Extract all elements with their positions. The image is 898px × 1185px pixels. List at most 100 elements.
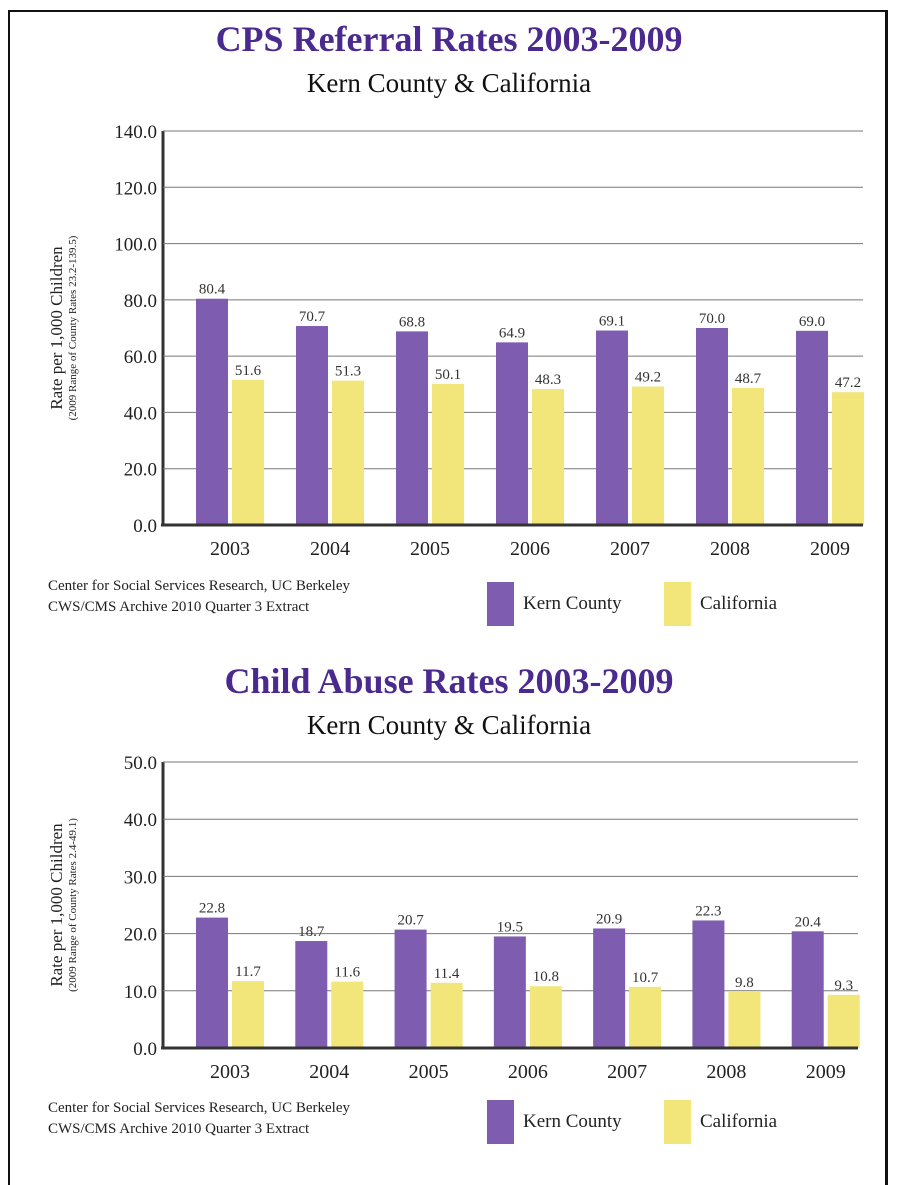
data-label: 19.5 <box>497 919 523 935</box>
y-tick-label: 60.0 <box>124 347 157 368</box>
bar-kern-county <box>296 326 328 525</box>
bar-california <box>331 981 364 1048</box>
y-tick-label: 20.0 <box>124 460 157 481</box>
data-label: 9.8 <box>735 975 754 991</box>
chart-subtitle: Kern County & California <box>306 68 592 98</box>
legend-label: Kern County <box>523 593 622 614</box>
x-tick-label: 2008 <box>710 538 750 560</box>
x-tick-label: 2007 <box>610 538 650 560</box>
x-tick-label: 2009 <box>806 1061 846 1083</box>
legend-label: California <box>700 1111 778 1132</box>
x-tick-label: 2004 <box>309 1061 349 1083</box>
data-label: 50.1 <box>435 367 461 383</box>
y-tick-label: 20.0 <box>124 925 157 946</box>
bar-kern-county <box>791 931 824 1048</box>
bar-california <box>632 386 664 525</box>
y-tick-label: 100.0 <box>114 235 157 256</box>
y-tick-label: 0.0 <box>133 516 157 537</box>
bar-california <box>827 994 860 1048</box>
y-tick-label: 50.0 <box>124 753 157 774</box>
source-line: CWS/CMS Archive 2010 Quarter 3 Extract <box>48 599 310 615</box>
legend-swatch-california <box>664 582 691 626</box>
source-note: Center for Social Services Research, UC … <box>48 576 350 618</box>
x-tick-label: 2003 <box>210 1061 250 1083</box>
bar-kern-county <box>593 928 626 1048</box>
data-label: 51.3 <box>335 364 361 380</box>
data-label: 80.4 <box>199 282 226 298</box>
bar-california <box>432 384 464 525</box>
x-tick-label: 2009 <box>810 538 850 560</box>
data-label: 70.7 <box>299 309 326 325</box>
bar-kern-county <box>196 298 228 525</box>
data-label: 22.8 <box>199 901 225 917</box>
legend-label: Kern County <box>523 1111 622 1132</box>
page-frame <box>8 10 888 1185</box>
chart-title: CPS Referral Rates 2003-2009 <box>215 19 683 59</box>
bar-kern-county <box>493 936 526 1048</box>
y-tick-label: 40.0 <box>124 403 157 424</box>
y-axis-note: (2009 Range of County Rates 23.2-139.5) <box>67 235 79 420</box>
legend-label: California <box>700 593 778 614</box>
legend-kern-county: Kern County <box>487 1100 622 1144</box>
x-tick-label: 2003 <box>210 538 250 560</box>
y-tick-label: 120.0 <box>114 178 157 199</box>
bar-kern-county <box>295 941 328 1048</box>
legend-kern-county: Kern County <box>487 582 622 626</box>
data-label: 70.0 <box>699 311 725 327</box>
x-tick-label: 2006 <box>510 538 550 560</box>
bar-california <box>332 380 364 525</box>
bar-kern-county <box>496 342 528 525</box>
data-label: 11.4 <box>434 966 460 982</box>
data-label: 48.3 <box>535 372 561 388</box>
y-tick-label: 30.0 <box>124 867 157 888</box>
bar-kern-county <box>596 330 628 525</box>
y-tick-label: 10.0 <box>124 982 157 1003</box>
source-line: Center for Social Services Research, UC … <box>48 578 350 594</box>
bar-california <box>629 986 662 1048</box>
data-label: 68.8 <box>399 314 425 330</box>
data-label: 51.6 <box>235 363 262 379</box>
legend-california: California <box>664 1100 777 1144</box>
y-tick-label: 40.0 <box>124 810 157 831</box>
x-tick-label: 2004 <box>310 538 350 560</box>
x-tick-label: 2005 <box>410 538 450 560</box>
y-axis-label: Rate per 1,000 Children <box>47 823 66 987</box>
data-label: 22.3 <box>695 903 721 919</box>
x-tick-label: 2007 <box>607 1061 647 1083</box>
data-label: 49.2 <box>635 370 661 386</box>
chart-plot: 0.0 20.0 40.0 60.0 80.0 100.0 120.0 140.0 80.4 51… <box>47 122 864 560</box>
data-label: 9.3 <box>834 978 853 994</box>
data-label: 20.9 <box>596 911 622 927</box>
data-label: 11.7 <box>235 964 261 980</box>
x-tick-label: 2005 <box>409 1061 449 1083</box>
bar-california <box>529 986 562 1048</box>
bar-california <box>232 981 264 1048</box>
bar-kern-county <box>796 330 828 525</box>
legend-swatch-kern <box>487 1100 514 1144</box>
data-label: 10.8 <box>533 969 559 985</box>
y-axis-label: Rate per 1,000 Children <box>47 246 66 410</box>
y-tick-label: 140.0 <box>114 122 157 143</box>
data-label: 47.2 <box>835 375 861 391</box>
legend-swatch-kern <box>487 582 514 626</box>
x-tick-label: 2008 <box>706 1061 746 1083</box>
bar-california <box>430 982 463 1048</box>
bar-california <box>732 387 764 525</box>
data-label: 11.6 <box>334 965 360 981</box>
source-line: CWS/CMS Archive 2010 Quarter 3 Extract <box>48 1121 310 1137</box>
bar-california <box>832 392 864 525</box>
data-label: 20.4 <box>795 914 822 930</box>
data-label: 69.0 <box>799 314 825 330</box>
bar-kern-county <box>396 331 428 525</box>
bar-california <box>232 379 264 525</box>
data-label: 69.1 <box>599 314 625 330</box>
bar-kern-county <box>692 920 725 1048</box>
bar-kern-county <box>196 917 228 1048</box>
data-label: 64.9 <box>499 325 525 341</box>
chart-subtitle: Kern County & California <box>306 710 592 740</box>
chart-title: Child Abuse Rates 2003-2009 <box>224 661 674 701</box>
legend-swatch-california <box>664 1100 691 1144</box>
y-tick-label: 0.0 <box>133 1039 157 1060</box>
bar-kern-county <box>696 328 728 525</box>
y-axis-note: (2009 Range of County Rates 2.4-49.1) <box>67 818 79 992</box>
